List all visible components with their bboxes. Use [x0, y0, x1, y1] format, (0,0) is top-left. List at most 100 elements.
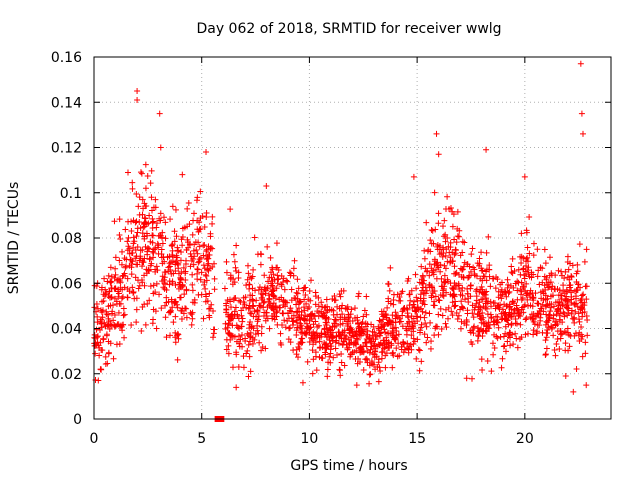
- data-point: [345, 344, 352, 351]
- data-point: [169, 278, 176, 285]
- data-point: [501, 342, 508, 349]
- data-point: [93, 326, 100, 333]
- data-point: [96, 352, 103, 359]
- data-point: [424, 267, 431, 274]
- data-point: [497, 301, 504, 308]
- data-point: [224, 324, 231, 331]
- data-point: [464, 290, 471, 297]
- data-point: [405, 275, 412, 282]
- data-point: [322, 304, 329, 311]
- data-point: [150, 218, 157, 225]
- data-point: [471, 271, 478, 278]
- data-point: [571, 301, 578, 308]
- data-point: [273, 240, 280, 247]
- data-point: [368, 339, 375, 346]
- data-point: [207, 244, 214, 251]
- data-point: [339, 320, 346, 327]
- data-point: [141, 214, 148, 221]
- data-point: [330, 354, 337, 361]
- data-point: [345, 311, 352, 318]
- data-point: [381, 341, 388, 348]
- data-point: [309, 347, 316, 354]
- data-point: [141, 255, 148, 262]
- data-point: [559, 330, 566, 337]
- data-point: [152, 204, 159, 211]
- data-point: [560, 309, 567, 316]
- data-point: [231, 279, 238, 286]
- data-point: [366, 335, 373, 342]
- data-point: [205, 305, 212, 312]
- data-point: [525, 330, 532, 337]
- data-point: [382, 364, 389, 371]
- data-point: [174, 356, 181, 363]
- data-point: [116, 216, 123, 223]
- data-point: [518, 288, 525, 295]
- data-point: [259, 296, 266, 303]
- data-point: [406, 343, 413, 350]
- data-point: [319, 355, 326, 362]
- data-point: [273, 309, 280, 316]
- data-point: [282, 324, 289, 331]
- data-point: [556, 316, 563, 323]
- data-point: [328, 333, 335, 340]
- data-point: [211, 275, 218, 282]
- data-point: [167, 308, 174, 315]
- data-point: [177, 294, 184, 301]
- data-point: [347, 351, 354, 358]
- data-point: [564, 312, 571, 319]
- data-point: [242, 337, 249, 344]
- data-point: [315, 294, 322, 301]
- data-point: [508, 263, 515, 270]
- data-point: [296, 308, 303, 315]
- data-point: [133, 319, 140, 326]
- data-point: [152, 289, 159, 296]
- data-point: [183, 314, 190, 321]
- data-point: [501, 315, 508, 322]
- data-point: [269, 288, 276, 295]
- data-point: [98, 347, 105, 354]
- data-point: [524, 258, 531, 265]
- data-point: [495, 324, 502, 331]
- data-point: [260, 313, 267, 320]
- data-point: [149, 225, 156, 232]
- data-point: [274, 272, 281, 279]
- data-point: [385, 280, 392, 287]
- data-point: [270, 300, 277, 307]
- data-point: [123, 263, 130, 270]
- data-point: [175, 335, 182, 342]
- data-point: [510, 341, 517, 348]
- data-point: [431, 332, 438, 339]
- data-point: [476, 312, 483, 319]
- data-point: [201, 281, 208, 288]
- data-point: [403, 305, 410, 312]
- data-point: [503, 293, 510, 300]
- data-point: [427, 319, 434, 326]
- data-point: [280, 275, 287, 282]
- data-point: [581, 299, 588, 306]
- data-point: [117, 279, 124, 286]
- data-point: [338, 359, 345, 366]
- data-point: [141, 223, 148, 230]
- data-point: [119, 286, 126, 293]
- data-point: [178, 248, 185, 255]
- data-point: [211, 286, 218, 293]
- data-point: [145, 220, 152, 227]
- data-point: [448, 308, 455, 315]
- data-point: [336, 291, 343, 298]
- data-point: [202, 298, 209, 305]
- data-point: [564, 259, 571, 266]
- data-point: [202, 271, 209, 278]
- data-point: [453, 269, 460, 276]
- data-point: [118, 295, 125, 302]
- data-point: [163, 287, 170, 294]
- data-point: [246, 302, 253, 309]
- data-point: [442, 206, 449, 213]
- data-point: [166, 263, 173, 270]
- data-point: [423, 339, 430, 346]
- data-point: [269, 303, 276, 310]
- data-point: [121, 311, 128, 318]
- data-point: [137, 247, 144, 254]
- data-point: [439, 312, 446, 319]
- data-point: [577, 60, 584, 67]
- data-point: [146, 297, 153, 304]
